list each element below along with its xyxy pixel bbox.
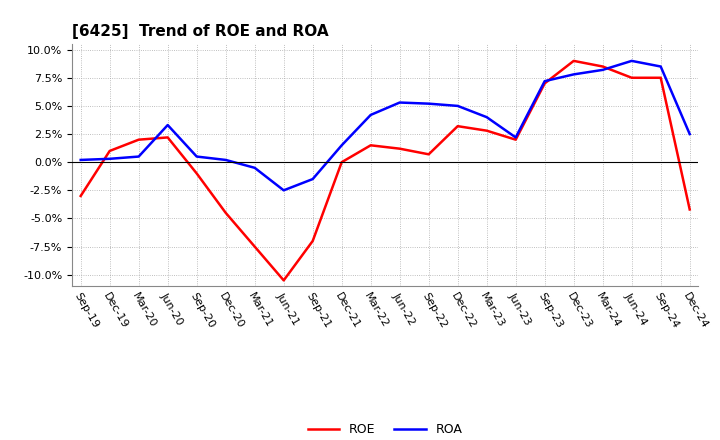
ROA xyxy=(424,101,433,106)
ROE xyxy=(366,143,375,148)
ROE xyxy=(76,193,85,198)
ROA xyxy=(598,67,607,73)
ROE xyxy=(395,146,404,151)
ROE xyxy=(192,171,201,176)
Line: ROE: ROE xyxy=(81,61,690,280)
ROE xyxy=(135,137,143,142)
ROA xyxy=(163,122,172,128)
Line: ROA: ROA xyxy=(81,61,690,191)
ROE xyxy=(221,210,230,216)
ROA xyxy=(395,100,404,105)
ROA xyxy=(279,188,288,193)
ROA xyxy=(511,135,520,140)
ROA xyxy=(627,58,636,63)
ROE xyxy=(454,124,462,129)
ROA xyxy=(657,64,665,69)
ROE xyxy=(308,238,317,244)
ROA xyxy=(685,132,694,137)
ROE xyxy=(598,64,607,69)
Legend: ROE, ROA: ROE, ROA xyxy=(303,418,467,440)
ROE xyxy=(482,128,491,133)
ROA xyxy=(192,154,201,159)
ROA xyxy=(454,103,462,109)
ROA xyxy=(251,165,259,170)
ROA xyxy=(105,156,114,161)
ROA xyxy=(482,114,491,120)
ROE xyxy=(511,137,520,142)
ROE xyxy=(657,75,665,81)
ROE xyxy=(541,81,549,86)
ROE xyxy=(279,278,288,283)
Text: [6425]  Trend of ROE and ROA: [6425] Trend of ROE and ROA xyxy=(72,24,328,39)
ROA xyxy=(221,157,230,162)
ROE xyxy=(570,58,578,63)
ROA xyxy=(338,143,346,148)
ROA xyxy=(308,176,317,182)
ROE xyxy=(251,244,259,249)
ROE xyxy=(338,160,346,165)
ROE xyxy=(424,152,433,157)
ROE xyxy=(685,207,694,212)
ROA xyxy=(76,157,85,162)
ROA xyxy=(135,154,143,159)
ROE xyxy=(105,148,114,154)
ROA xyxy=(541,78,549,84)
ROA xyxy=(366,112,375,117)
ROE xyxy=(163,135,172,140)
ROE xyxy=(627,75,636,81)
ROA xyxy=(570,72,578,77)
